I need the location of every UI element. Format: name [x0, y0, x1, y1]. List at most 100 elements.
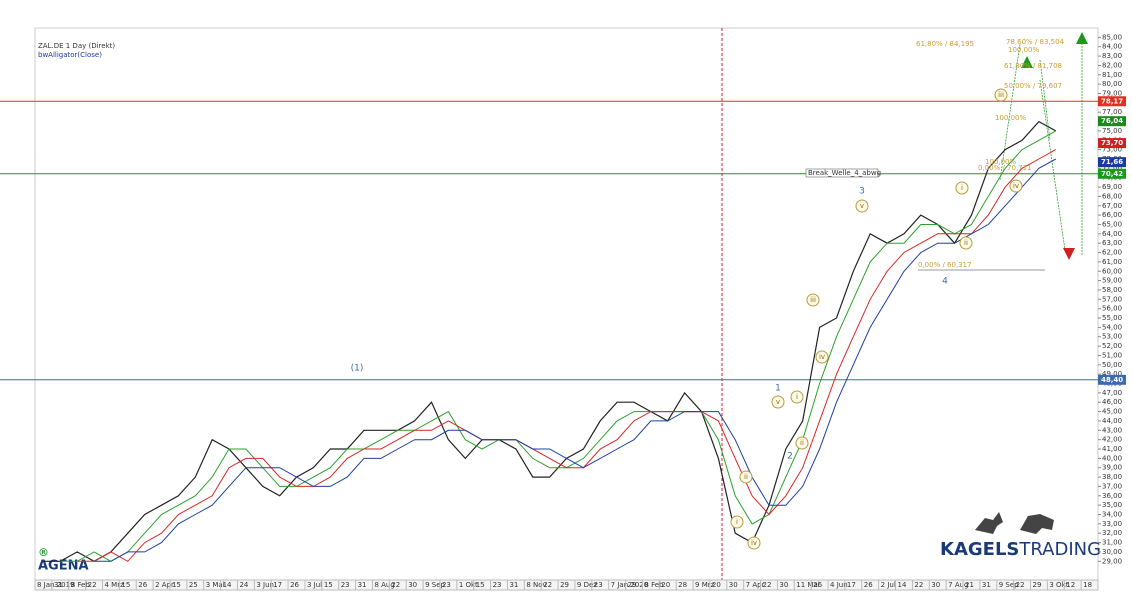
logo-animals — [975, 512, 1054, 534]
level-tag — [1098, 138, 1126, 149]
logo-right: KAGELSTRADING — [940, 539, 1101, 560]
y-tick-label: 33,00 — [1102, 520, 1122, 528]
y-tick-label: 85,00 — [1102, 33, 1122, 41]
level-label: 76,04 — [1101, 117, 1123, 125]
chart-title: ZAL.DE 1 Day (Direkt) — [38, 42, 115, 50]
y-tick-label: 73,00 — [1102, 146, 1122, 154]
x-tick-label: 4 Mrz — [104, 581, 124, 589]
x-tick-label: 9 Sep — [425, 581, 445, 589]
x-tick-label: 1 Okt — [459, 581, 478, 589]
x-tick-label: 29 — [628, 581, 637, 589]
y-tick-label: 53,00 — [1102, 333, 1122, 341]
fib-label: 78,60% / 83,504 — [1006, 38, 1065, 46]
x-tick-label: 12 — [1066, 581, 1075, 589]
wave-circle — [955, 181, 969, 195]
x-tick-label: 17 — [847, 581, 856, 589]
x-tick-label: 14 — [223, 581, 232, 589]
level-tag — [1098, 157, 1126, 168]
arrow-up — [1021, 56, 1033, 68]
y-tick-label: 37,00 — [1102, 482, 1122, 490]
fib-label: 0,00% / 60,317 — [918, 261, 972, 269]
x-tick-label: 30 — [931, 581, 940, 589]
x-tick-label: 7 Apr — [746, 581, 765, 589]
x-tick-label: 2 Jul — [881, 581, 896, 589]
y-tick-label: 34,00 — [1102, 511, 1122, 519]
y-tick-label: 43,00 — [1102, 426, 1122, 434]
y-tick-label: 66,00 — [1102, 211, 1122, 219]
arrow-down — [1063, 248, 1075, 260]
wave-label: 3 — [859, 187, 865, 197]
level-label: 48,40 — [1101, 376, 1123, 384]
x-tick-label: 31 — [509, 581, 518, 589]
wave-circle — [815, 350, 829, 364]
y-tick-label: 60,00 — [1102, 267, 1122, 275]
wave-label: iv — [1013, 182, 1019, 190]
wave-circle — [806, 293, 820, 307]
fib-label: 100,00% — [995, 114, 1026, 122]
wave-label: iv — [751, 539, 757, 547]
fib-label: 100,00% — [1008, 46, 1039, 54]
x-tick-label: 29 — [1033, 581, 1042, 589]
arrow-up — [1076, 32, 1088, 44]
y-tick-label: 80,00 — [1102, 80, 1122, 88]
wave-label: ii — [744, 473, 748, 481]
wave-label: ii — [800, 439, 804, 447]
x-tick-label: 9 Mrz — [695, 581, 715, 589]
price-line — [77, 149, 1057, 562]
level-tag — [1098, 96, 1126, 107]
wave-circle — [730, 515, 744, 529]
x-tick-label: 20 — [661, 581, 670, 589]
logo-bold: KAGELS — [940, 539, 1019, 560]
level-label: 71,66 — [1101, 158, 1123, 166]
y-tick-label: 71,00 — [1102, 164, 1122, 172]
x-tick-label: 3 Mai — [206, 581, 225, 589]
y-tick-label: 35,00 — [1102, 501, 1122, 509]
y-tick-label: 61,00 — [1102, 258, 1122, 266]
x-tick-label: 2 Apr — [155, 581, 174, 589]
wave-label: 4 — [942, 277, 948, 287]
x-tick-label: 21 — [965, 581, 974, 589]
y-tick-label: 81,00 — [1102, 71, 1122, 79]
wave-circle — [994, 88, 1008, 102]
y-tick-label: 52,00 — [1102, 342, 1122, 350]
level-tag — [1098, 116, 1126, 127]
y-tick-label: 69,00 — [1102, 183, 1122, 191]
x-tick-label: 31 — [54, 581, 63, 589]
x-tick-label: 25 — [189, 581, 198, 589]
x-tick-label: 8 Aug — [374, 581, 394, 589]
x-tick-label: 30 — [408, 581, 417, 589]
x-tick-label: 23 — [594, 581, 603, 589]
wave-label: i — [796, 393, 798, 401]
x-tick-label: 4 Jun — [830, 581, 848, 589]
x-tick-label: 9 Sep — [999, 581, 1019, 589]
y-tick-label: 65,00 — [1102, 220, 1122, 228]
x-tick-label: 18 — [1083, 581, 1092, 589]
wave-circle — [1009, 179, 1023, 193]
x-tick-label: 23 — [442, 581, 451, 589]
y-tick-label: 54,00 — [1102, 323, 1122, 331]
fib-label: 100,00% — [985, 158, 1016, 166]
fib-label: 61,80% / 81,708 — [1004, 62, 1062, 70]
y-tick-label: 64,00 — [1102, 230, 1122, 238]
y-tick-label: 67,00 — [1102, 202, 1122, 210]
y-tick-label: 57,00 — [1102, 295, 1122, 303]
y-tick-label: 77,00 — [1102, 108, 1122, 116]
x-tick-label: 22 — [391, 581, 400, 589]
x-tick-label: 7 Jan 2020 — [611, 581, 649, 589]
x-tick-label: 28 — [678, 581, 687, 589]
y-tick-label: 49,00 — [1102, 370, 1122, 378]
x-tick-label: 15 — [121, 581, 130, 589]
wave-circle — [959, 236, 973, 250]
x-tick-label: 23 — [493, 581, 502, 589]
y-tick-label: 44,00 — [1102, 417, 1122, 425]
note-text: Break_Welle_4_abwg — [808, 169, 881, 177]
x-tick-label: 8 Feb — [644, 581, 664, 589]
y-tick-label: 63,00 — [1102, 239, 1122, 247]
x-tick-label: 9 Dez — [577, 581, 597, 589]
x-tick-label: 30 — [779, 581, 788, 589]
wave-label: (1) — [351, 364, 364, 374]
x-tick-label: 3 Jun — [256, 581, 274, 589]
x-tick-label: 22 — [763, 581, 772, 589]
wave-circle — [771, 395, 785, 409]
